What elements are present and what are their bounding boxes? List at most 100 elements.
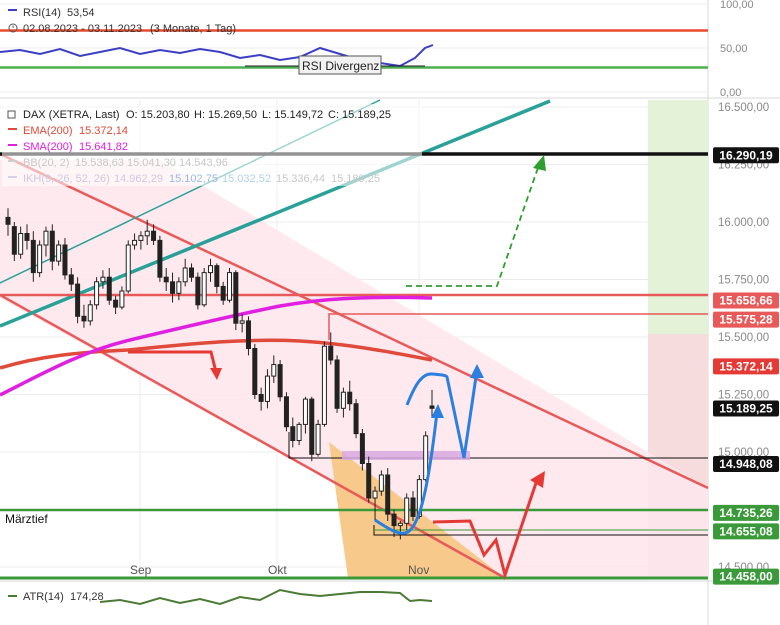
candle-body	[49, 230, 55, 262]
candle-body	[321, 345, 327, 425]
sma-legend-name: SMA(200)	[23, 141, 73, 153]
uptrend-channel-lower	[0, 99, 551, 328]
candlestick-series	[5, 208, 435, 540]
low-value: L: 15.149,72	[262, 109, 323, 121]
open-value: O: 15.203,80	[126, 109, 190, 121]
level-tag-label: 14.655,08	[719, 524, 773, 538]
price-panel: DAX (XETRA, Last) O: 15.203,80 H: 15.269…	[0, 99, 709, 581]
green-target-arrow-head	[533, 155, 546, 171]
ikh-value: 15.032,52	[222, 173, 271, 185]
level-tag-label: 14.735,26	[719, 506, 773, 520]
candle-body	[328, 345, 334, 361]
candle-body	[366, 463, 372, 499]
rsi-tick-label: 0,00	[720, 87, 741, 99]
atr-legend-value: 174,28	[70, 591, 104, 603]
ikh-value: 15.102,75	[169, 173, 218, 185]
ikh-value: 15.336,44	[276, 173, 325, 185]
candle-body	[157, 239, 163, 278]
level-tag	[713, 568, 779, 585]
price-tick-label: 16.000,00	[718, 217, 769, 229]
candle-body	[302, 398, 308, 425]
blue-w-pattern	[405, 369, 479, 459]
level-tag	[713, 358, 779, 375]
candle-body	[245, 320, 251, 349]
red-scenario-path	[432, 479, 539, 581]
price-legend: DAX (XETRA, Last) O: 15.203,80 H: 15.269…	[2, 104, 422, 186]
candle-body	[309, 398, 315, 455]
support-14948	[288, 432, 708, 459]
ikh-legend-name: IKH(9, 26, 52, 26)	[23, 173, 110, 185]
candle-body	[151, 230, 157, 241]
x-tick-label: Okt	[268, 563, 287, 577]
price-tick-label: 16.500,00	[718, 102, 769, 114]
ikh-value: 15.189,25	[331, 173, 380, 185]
candle-body	[68, 274, 74, 285]
sma200-line	[0, 295, 433, 397]
candle-body	[125, 244, 131, 292]
red-scenario-arrow-head	[530, 471, 545, 488]
close-value: C: 15.189,25	[328, 109, 391, 121]
level-tag	[713, 504, 779, 521]
resistance-15575	[328, 313, 708, 340]
candle-body	[201, 272, 207, 306]
ema-legend-value: 15.372,14	[79, 125, 128, 137]
rsi-divergence-label: RSI Divergenz	[302, 59, 379, 73]
candle-body	[37, 244, 43, 274]
rsi-panel: RSI Divergenz RSI(14) 53,54 02.08.2023 -…	[0, 0, 754, 99]
candle-body	[315, 423, 321, 455]
bb-legend-values: 15.538,63 15.041,30 14.543,96	[75, 157, 228, 169]
green-target-projection	[406, 161, 541, 287]
bb-legend-name: BB(20, 2)	[23, 157, 69, 169]
candle-body	[119, 290, 125, 308]
candle-body	[87, 304, 93, 322]
level-tag-label: 14.458,00	[719, 570, 773, 584]
candle-body	[113, 299, 119, 308]
candle-body	[410, 497, 416, 517]
price-tick-label: 15.750,00	[718, 275, 769, 287]
candle-body	[132, 239, 138, 246]
candle-body	[94, 281, 100, 306]
candle-body	[391, 513, 397, 527]
x-tick-label: Nov	[408, 563, 429, 577]
level-tags: 16.290,19 15.658,66 15.575,28 15.372,14 15.1…	[713, 147, 779, 585]
candle-body	[404, 497, 410, 524]
candle-body	[258, 394, 264, 402]
candle-body	[214, 265, 220, 287]
rsi-tick-label: 50,00	[720, 43, 748, 55]
candle-body	[208, 265, 214, 274]
candle-body	[182, 267, 188, 283]
rsi-line	[0, 44, 434, 68]
level-tag	[713, 523, 779, 540]
candle-body	[340, 391, 346, 409]
level-tag-label: 15.575,28	[719, 313, 773, 327]
level-tag	[713, 292, 779, 309]
candle-body	[106, 276, 112, 301]
candle-body	[170, 281, 176, 294]
candle-body	[226, 272, 232, 301]
red-breakdown-path	[128, 350, 218, 373]
blue-leg-arrow-head	[431, 404, 444, 418]
candle-body	[43, 230, 49, 246]
candle-body	[290, 426, 296, 442]
candle-body	[347, 391, 353, 405]
clock-icon	[8, 23, 18, 33]
sma-legend-swatch	[8, 144, 17, 146]
timeframe: (3 Monate, 1 Tag)	[150, 23, 236, 35]
candle-body	[189, 267, 195, 278]
candle-body	[144, 230, 150, 237]
blue-w-first-leg	[374, 411, 439, 535]
blue-w-arrow-head	[470, 364, 484, 378]
rsi-legend-value: 53,54	[67, 7, 95, 19]
sma-legend-value: 15.641,82	[79, 141, 128, 153]
bb-legend-swatch	[8, 160, 17, 162]
candle-body	[359, 433, 365, 465]
ikh-legend-swatch	[8, 176, 17, 178]
level-tag-label: 16.290,19	[719, 148, 773, 162]
candle-body	[195, 276, 201, 306]
candle-body	[429, 405, 435, 409]
candle-body	[5, 216, 11, 225]
candle-body	[56, 244, 62, 262]
candle-body	[11, 226, 17, 255]
ema-legend-name: EMA(200)	[23, 125, 73, 137]
